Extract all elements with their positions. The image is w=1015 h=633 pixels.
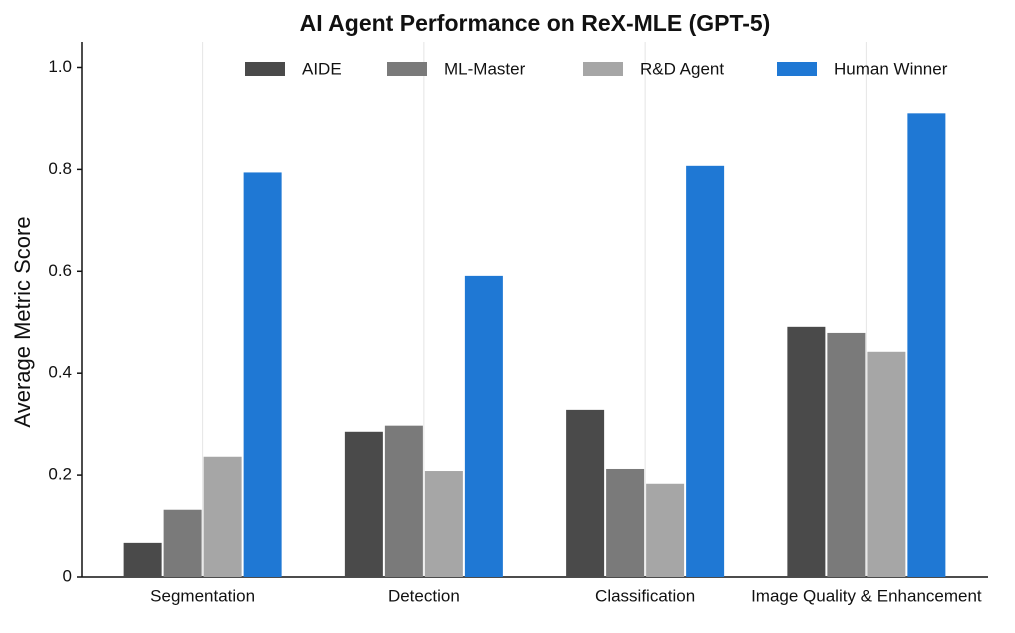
- bar: [686, 165, 725, 578]
- legend-swatch: [777, 62, 817, 76]
- y-tick-label: 0.8: [48, 159, 72, 178]
- bar: [384, 425, 423, 577]
- legend-swatch: [245, 62, 285, 76]
- x-tick-label: Segmentation: [150, 586, 255, 605]
- bar: [606, 468, 645, 577]
- bar: [464, 275, 503, 577]
- bar: [123, 542, 162, 577]
- bar: [907, 113, 946, 577]
- legend-label: AIDE: [302, 59, 342, 78]
- bar: [566, 409, 605, 577]
- y-tick-label: 0: [63, 566, 72, 585]
- legend-swatch: [583, 62, 623, 76]
- x-tick-label: Image Quality & Enhancement: [751, 586, 982, 605]
- y-tick-label: 0.2: [48, 465, 72, 484]
- y-axis-label: Average Metric Score: [10, 216, 35, 427]
- bar: [646, 483, 685, 577]
- bar: [203, 456, 242, 577]
- x-tick-label: Classification: [595, 586, 695, 605]
- bar: [787, 326, 826, 577]
- bar: [424, 471, 463, 577]
- bar: [243, 172, 282, 577]
- legend-label: ML-Master: [444, 59, 526, 78]
- y-tick-label: 0.6: [48, 261, 72, 280]
- chart-title: AI Agent Performance on ReX-MLE (GPT-5): [300, 10, 771, 36]
- y-tick-label: 0.4: [48, 363, 72, 382]
- bar: [867, 351, 906, 577]
- bar: [163, 509, 202, 577]
- legend-swatch: [387, 62, 427, 76]
- bar: [344, 431, 383, 577]
- x-tick-label: Detection: [388, 586, 460, 605]
- legend-label: Human Winner: [834, 59, 948, 78]
- legend-label: R&D Agent: [640, 59, 724, 78]
- y-tick-label: 1.0: [48, 57, 72, 76]
- bar: [827, 332, 866, 577]
